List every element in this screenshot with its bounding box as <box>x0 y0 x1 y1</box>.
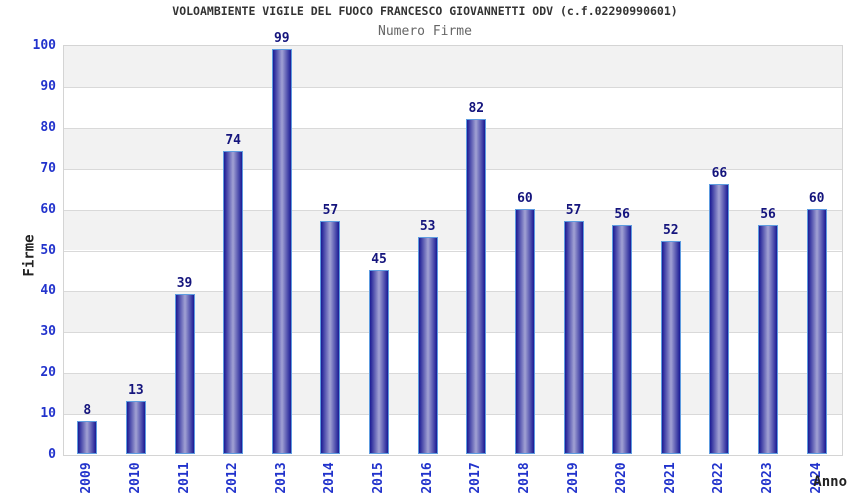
bar-value-label: 39 <box>176 276 193 292</box>
y-tick-label: 60 <box>40 201 56 217</box>
gridline <box>64 291 842 293</box>
x-tick-label: 2010 <box>127 462 143 494</box>
x-axis-title: Anno <box>813 474 847 490</box>
bar-2012 <box>223 151 244 454</box>
gridline <box>64 86 842 88</box>
background-band <box>64 46 842 87</box>
bar-value-label: 99 <box>273 31 290 47</box>
x-tick-label: 2012 <box>225 462 241 494</box>
bar-value-label: 45 <box>371 251 387 267</box>
gridline <box>64 332 842 334</box>
bar-2009 <box>77 421 98 454</box>
bar-value-label: 52 <box>662 223 679 239</box>
bar-value-label: 66 <box>711 166 728 182</box>
x-tick-label: 2011 <box>176 462 192 494</box>
y-tick-label: 0 <box>48 447 56 462</box>
x-tick-label: 2014 <box>322 462 338 494</box>
x-tick-label: 2020 <box>614 462 630 494</box>
x-tick-label: 2013 <box>273 462 289 494</box>
x-tick-label: 2016 <box>419 462 435 494</box>
bar-value-label: 53 <box>419 219 436 235</box>
bar-2015 <box>369 269 390 454</box>
bar-2017 <box>466 118 487 454</box>
bar-2011 <box>174 294 195 454</box>
bar-2014 <box>320 220 341 454</box>
bar-value-label: 56 <box>614 206 631 222</box>
bar-value-label: 13 <box>128 382 144 398</box>
gridline <box>64 209 842 211</box>
background-band <box>64 127 842 169</box>
gridline <box>64 168 842 170</box>
bar-2020 <box>612 224 633 454</box>
gridline <box>64 127 842 129</box>
x-tick-label: 2019 <box>565 462 581 494</box>
y-tick-label: 50 <box>40 242 56 258</box>
x-tick-label: 2017 <box>468 462 484 494</box>
bar-value-label: 8 <box>83 403 92 419</box>
y-tick-label: 10 <box>40 406 56 422</box>
x-tick-label: 2018 <box>516 462 532 494</box>
bar-value-label: 56 <box>760 206 776 222</box>
bar-2022 <box>709 184 730 454</box>
bar-2023 <box>758 224 779 454</box>
gridline <box>64 250 842 252</box>
bar-2021 <box>660 241 681 454</box>
x-tick-label: 2009 <box>79 462 95 494</box>
bar-2019 <box>563 220 584 454</box>
y-tick-label: 30 <box>40 324 56 340</box>
x-tick-label: 2015 <box>371 462 387 494</box>
chart-title: VOLOAMBIENTE VIGILE DEL FUOCO FRANCESCO … <box>172 4 678 18</box>
bar-value-label: 74 <box>225 133 242 149</box>
chart-subtitle: Numero Firme <box>378 24 472 39</box>
y-tick-label: 80 <box>40 119 56 135</box>
bar-2013 <box>271 49 292 454</box>
y-tick-label: 20 <box>40 365 56 381</box>
x-tick-label: 2022 <box>711 462 727 494</box>
x-tick-label: 2023 <box>760 462 776 494</box>
y-tick-label: 40 <box>40 283 56 299</box>
bar-value-label: 60 <box>517 190 533 206</box>
bar-2018 <box>514 208 535 454</box>
bar-2010 <box>125 400 146 454</box>
y-tick-label: 90 <box>40 78 56 94</box>
bar-value-label: 57 <box>565 202 582 218</box>
y-tick-label: 70 <box>40 160 56 176</box>
bar-value-label: 60 <box>808 190 825 206</box>
gridline <box>64 414 842 416</box>
bar-value-label: 82 <box>468 100 485 116</box>
gridline <box>64 373 842 375</box>
y-tick-label: 100 <box>32 38 56 53</box>
bar-value-label: 57 <box>322 202 339 218</box>
x-tick-label: 2021 <box>662 462 678 494</box>
bar-2024 <box>806 208 827 454</box>
bar-2016 <box>417 237 438 454</box>
